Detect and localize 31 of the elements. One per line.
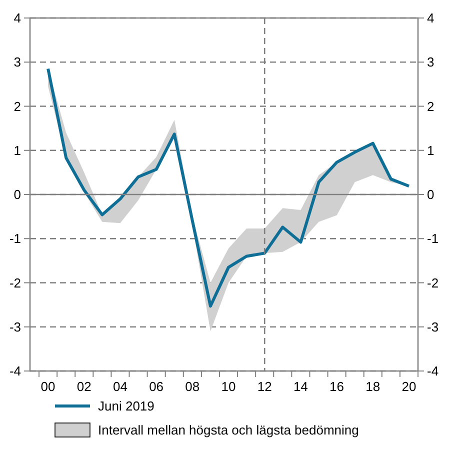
y-tick-label: 4 bbox=[14, 10, 21, 26]
x-tick-label: 10 bbox=[221, 379, 236, 394]
y2-tick-label: -1 bbox=[427, 231, 439, 246]
x-tick-label: 08 bbox=[185, 379, 200, 394]
x-tick-label: 16 bbox=[330, 379, 344, 394]
y-tick-label: -3 bbox=[9, 319, 21, 334]
y2-tick-label: -2 bbox=[427, 275, 439, 290]
y2-tick-label: 4 bbox=[427, 10, 434, 26]
y-tick-label: 0 bbox=[14, 187, 21, 202]
x-tick-label: 18 bbox=[366, 379, 380, 394]
y2-tick-label: -4 bbox=[427, 364, 439, 379]
x-tick-label: 12 bbox=[257, 379, 272, 394]
y-tick-label: -1 bbox=[9, 231, 21, 246]
y2-tick-label: 3 bbox=[427, 54, 434, 70]
x-tick-label: 06 bbox=[149, 379, 164, 394]
x-tick-label: 00 bbox=[40, 379, 56, 394]
y-tick-label: 3 bbox=[14, 54, 21, 70]
y2-tick-label: 0 bbox=[427, 187, 434, 202]
x-tick-label: 20 bbox=[402, 379, 416, 394]
y2-tick-label: -3 bbox=[427, 319, 439, 334]
y2-tick-label: 1 bbox=[427, 142, 434, 158]
x-tick-label: 14 bbox=[293, 379, 308, 394]
y-tick-label: 2 bbox=[14, 98, 21, 114]
y-tick-label: -4 bbox=[9, 364, 21, 379]
y-tick-label: -2 bbox=[9, 275, 21, 290]
legend-label: Juni 2019 bbox=[98, 398, 154, 414]
y2-tick-label: 2 bbox=[427, 98, 434, 114]
x-tick-label: 02 bbox=[76, 379, 92, 394]
y-tick-label: 1 bbox=[14, 142, 21, 158]
text: Intervall mellan högsta och lägsta bedömning bbox=[98, 422, 359, 438]
x-tick-label: 04 bbox=[113, 379, 128, 394]
